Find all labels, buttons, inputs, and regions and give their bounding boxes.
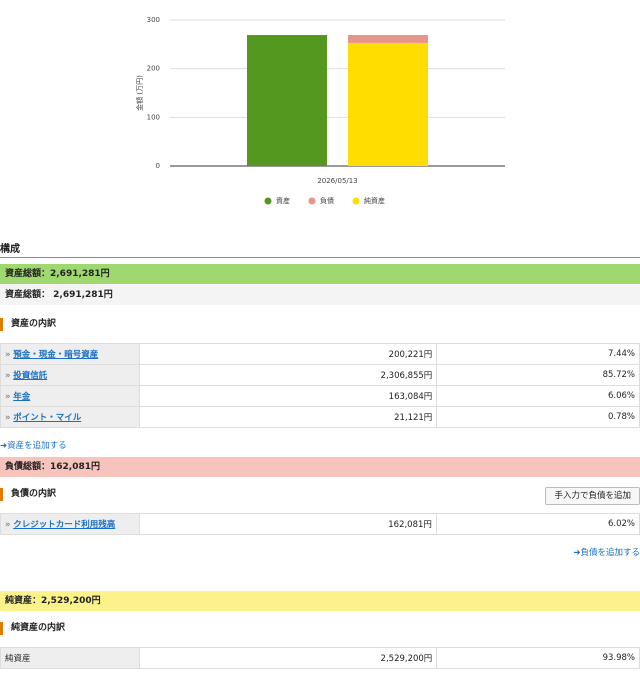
chart: 金額 (万円) 0 100 200 300 2026/05/13 資産 負債 純資産 — [135, 16, 505, 205]
section-title: 構成 — [0, 244, 20, 255]
table-row: 純資産 2,529,200円 93.98% — [0, 647, 640, 669]
legend-label: 負債 — [320, 196, 334, 205]
bar — [348, 35, 428, 43]
legend-swatch — [308, 197, 316, 205]
row-link[interactable]: 年金 — [13, 392, 31, 402]
row-name: » クレジットカード利用残高 — [0, 513, 140, 535]
y-tick-label: 300 — [147, 16, 160, 24]
manual-add-button[interactable]: 手入力で負債を追加 — [545, 487, 640, 505]
legend-label: 資産 — [276, 196, 290, 205]
net-table: 純資産 2,529,200円 93.98% — [0, 647, 640, 669]
row-amount: 200,221円 — [138, 343, 438, 365]
add-liability-link[interactable]: ➜負債を追加する — [573, 548, 640, 558]
row-percent: 6.02% — [435, 513, 640, 535]
add-liability-text[interactable]: 負債を追加する — [580, 548, 640, 558]
table-row: » 投資信託 2,306,855円 85.72% — [0, 364, 640, 386]
assets-breakdown-title: 資産の内訳 — [0, 318, 56, 331]
table-row: » ポイント・マイル 21,121円 0.78% — [0, 406, 640, 428]
y-tick-label: 100 — [147, 113, 160, 121]
row-name: » 投資信託 — [0, 364, 140, 386]
row-amount: 2,529,200円 — [138, 647, 438, 669]
table-row: » 預金・現金・暗号資産 200,221円 7.44% — [0, 343, 640, 365]
assets-table: » 預金・現金・暗号資産 200,221円 7.44%» 投資信託 2,306,855… — [0, 343, 640, 428]
row-name: » 預金・現金・暗号資産 — [0, 343, 140, 365]
legend-label: 純資産 — [364, 196, 385, 205]
liabilities-table: » クレジットカード利用残高 162,081円 6.02% — [0, 513, 640, 535]
row-percent: 6.06% — [436, 385, 640, 407]
bar — [247, 35, 327, 167]
table-row: » クレジットカード利用残高 162,081円 6.02% — [0, 513, 640, 535]
row-percent: 93.98% — [436, 647, 640, 669]
net-breakdown-title: 純資産の内訳 — [0, 622, 65, 635]
row-percent: 7.44% — [436, 343, 640, 365]
row-amount: 2,306,855円 — [138, 364, 438, 386]
row-name: » ポイント・マイル — [0, 406, 140, 428]
assets-total-bar: 資産総額：2,691,281円 — [0, 264, 640, 284]
net-total-bar: 純資産：2,529,200円 — [0, 591, 640, 611]
row-link[interactable]: 預金・現金・暗号資産 — [13, 350, 99, 360]
divider — [0, 257, 640, 258]
row-name: 純資産 — [0, 647, 140, 669]
liabilities-total-bar: 負債総額：162,081円 — [0, 457, 640, 477]
row-amount: 162,081円 — [139, 513, 437, 535]
y-tick-label: 0 — [156, 162, 160, 170]
y-axis-label: 金額 (万円) — [135, 75, 144, 111]
row-amount: 163,084円 — [138, 385, 438, 407]
row-link[interactable]: 投資信託 — [13, 371, 48, 381]
row-amount: 21,121円 — [138, 406, 438, 428]
legend-swatch — [264, 197, 272, 205]
bar — [348, 42, 428, 167]
assets-total-line: 資産総額： 2,691,281円 — [0, 285, 640, 305]
liabilities-breakdown-title: 負債の内訳 — [0, 488, 56, 501]
row-percent: 85.72% — [436, 364, 640, 386]
x-tick-label: 2026/05/13 — [317, 177, 357, 185]
row-name: » 年金 — [0, 385, 140, 407]
y-tick-label: 200 — [147, 65, 160, 73]
legend-swatch — [352, 197, 360, 205]
add-asset-text[interactable]: 資産を追加する — [7, 441, 67, 451]
table-row: » 年金 163,084円 6.06% — [0, 385, 640, 407]
add-asset-link[interactable]: ➜資産を追加する — [0, 441, 67, 451]
row-link[interactable]: クレジットカード利用残高 — [13, 520, 116, 530]
row-link[interactable]: ポイント・マイル — [13, 413, 82, 423]
row-percent: 0.78% — [436, 406, 640, 428]
